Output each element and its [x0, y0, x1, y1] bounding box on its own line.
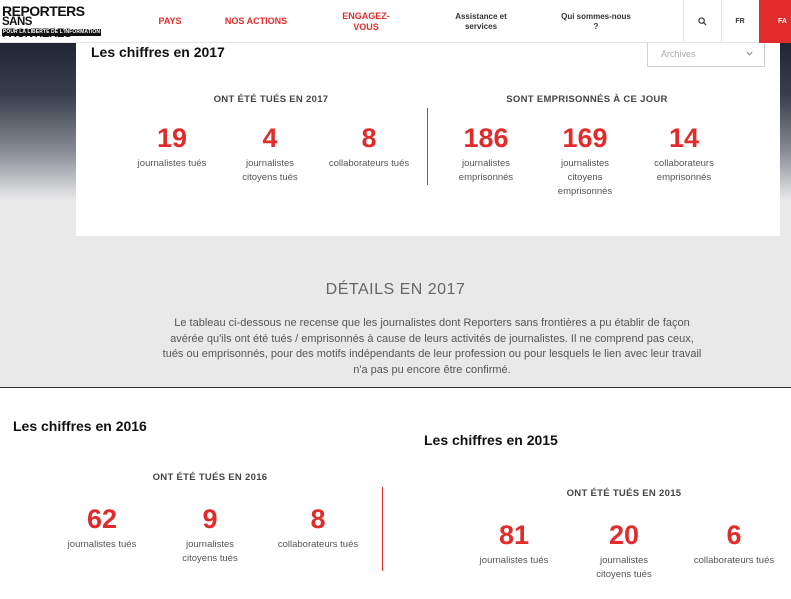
nav-item-pays[interactable]: PAYS: [158, 16, 182, 27]
stat-label: journalistes citoyens tués: [596, 555, 652, 580]
group-divider: [427, 108, 428, 185]
stat-value: 8: [310, 504, 326, 534]
stat-label: journalistes citoyens tués: [182, 539, 238, 564]
stat-killed-citizen-journalists-2017: 4 journalistes citoyens tués: [227, 123, 313, 185]
stat-killed-collaborators-2017: 8 collaborateurs tués: [321, 123, 417, 171]
stat-value: 19: [156, 123, 188, 153]
stat-value: 6: [726, 520, 742, 550]
nav-item-qui-sommes-nous[interactable]: Qui sommes-nous ?: [561, 12, 631, 31]
nav-item-assistance[interactable]: Assistance et services: [455, 12, 507, 31]
stat-value: 14: [668, 123, 700, 153]
year-divider: [382, 487, 383, 571]
killed-2015-heading: ONT ÉTÉ TUÉS EN 2015: [566, 488, 682, 499]
stat-label: journalistes citoyens emprisonnés: [557, 158, 613, 197]
stat-killed-collaborators-2016: 8 collaborateurs tués: [266, 504, 370, 552]
stat-value: 4: [262, 123, 278, 153]
stat-killed-journalists-2016: 62 journalistes tués: [52, 504, 152, 552]
language-selector[interactable]: FR: [735, 18, 745, 25]
search-icon: [697, 13, 707, 31]
stat-label: collaborateurs tués: [693, 555, 775, 566]
nav-separator: [721, 0, 722, 43]
stat-imprisoned-citizen-journalists: 169 journalistes citoyens emprisonnés: [539, 123, 631, 199]
imprisoned-heading: SONT EMPRISONNÉS À CE JOUR: [506, 94, 668, 105]
stat-label: collaborateurs tués: [328, 158, 410, 169]
killed-2017-heading: ONT ÉTÉ TUÉS EN 2017: [213, 94, 329, 105]
section-title-2016: Les chiffres en 2016: [13, 418, 147, 434]
stat-value: 169: [562, 123, 608, 153]
stat-label: journalistes tués: [67, 539, 137, 550]
stat-label: collaborateurs tués: [277, 539, 359, 550]
stat-label: journalistes tués: [479, 555, 549, 566]
nav-item-nos-actions[interactable]: NOS ACTIONS: [224, 16, 288, 27]
stats-2017-card: [76, 40, 780, 236]
stat-killed-journalists-2017: 19 journalistes tués: [126, 123, 218, 171]
section-title-2017: Les chiffres en 2017: [91, 44, 225, 60]
search-button[interactable]: [684, 0, 720, 43]
stats-2017-panel: Les chiffres en 2017 Archives ONT ÉTÉ TU…: [0, 0, 791, 388]
stat-value: 81: [498, 520, 530, 550]
stat-label: journalistes emprisonnés: [458, 158, 514, 183]
stat-killed-journalists-2015: 81 journalistes tués: [464, 520, 564, 568]
logo-tagline: POUR LA LIBERTE DE L'INFORMATION: [2, 29, 101, 36]
top-navigation: REPORTERS SANS FRONTIERES POUR LA LIBERT…: [0, 0, 791, 43]
details-title: DÉTAILS EN 2017: [325, 281, 466, 298]
stat-killed-citizen-journalists-2015: 20 journalistes citoyens tués: [580, 520, 668, 582]
stat-killed-citizen-journalists-2016: 9 journalistes citoyens tués: [166, 504, 254, 566]
screenshot-divider: [0, 387, 791, 388]
details-description: Le tableau ci-dessous ne recense que les…: [162, 317, 702, 376]
stat-value: 186: [463, 123, 509, 153]
archives-dropdown[interactable]: Archives: [647, 40, 765, 67]
logo-line-1: REPORTERS: [2, 3, 85, 19]
donate-button[interactable]: FA: [759, 0, 791, 43]
stat-imprisoned-collaborators: 14 collaborateurs emprisonnés: [638, 123, 730, 185]
nav-separator: [683, 0, 684, 43]
section-title-2015: Les chiffres en 2015: [424, 432, 558, 448]
killed-2016-heading: ONT ÉTÉ TUÉS EN 2016: [152, 472, 268, 483]
stat-label: collaborateurs emprisonnés: [654, 158, 714, 183]
stat-imprisoned-journalists: 186 journalistes emprisonnés: [440, 123, 532, 185]
stat-killed-collaborators-2015: 6 collaborateurs tués: [682, 520, 786, 568]
stat-label: journalistes tués: [137, 158, 207, 169]
stat-value: 20: [608, 520, 640, 550]
stat-value: 8: [361, 123, 377, 153]
stat-value: 62: [86, 504, 118, 534]
stat-value: 9: [202, 504, 218, 534]
nav-item-engagez-vous[interactable]: ENGAGEZ- VOUS: [342, 11, 390, 32]
rsf-logo[interactable]: REPORTERS SANS FRONTIERES POUR LA LIBERT…: [2, 3, 101, 39]
chevron-down-icon: [745, 49, 754, 60]
stat-label: journalistes citoyens tués: [242, 158, 298, 183]
archives-label: Archives: [661, 48, 696, 59]
